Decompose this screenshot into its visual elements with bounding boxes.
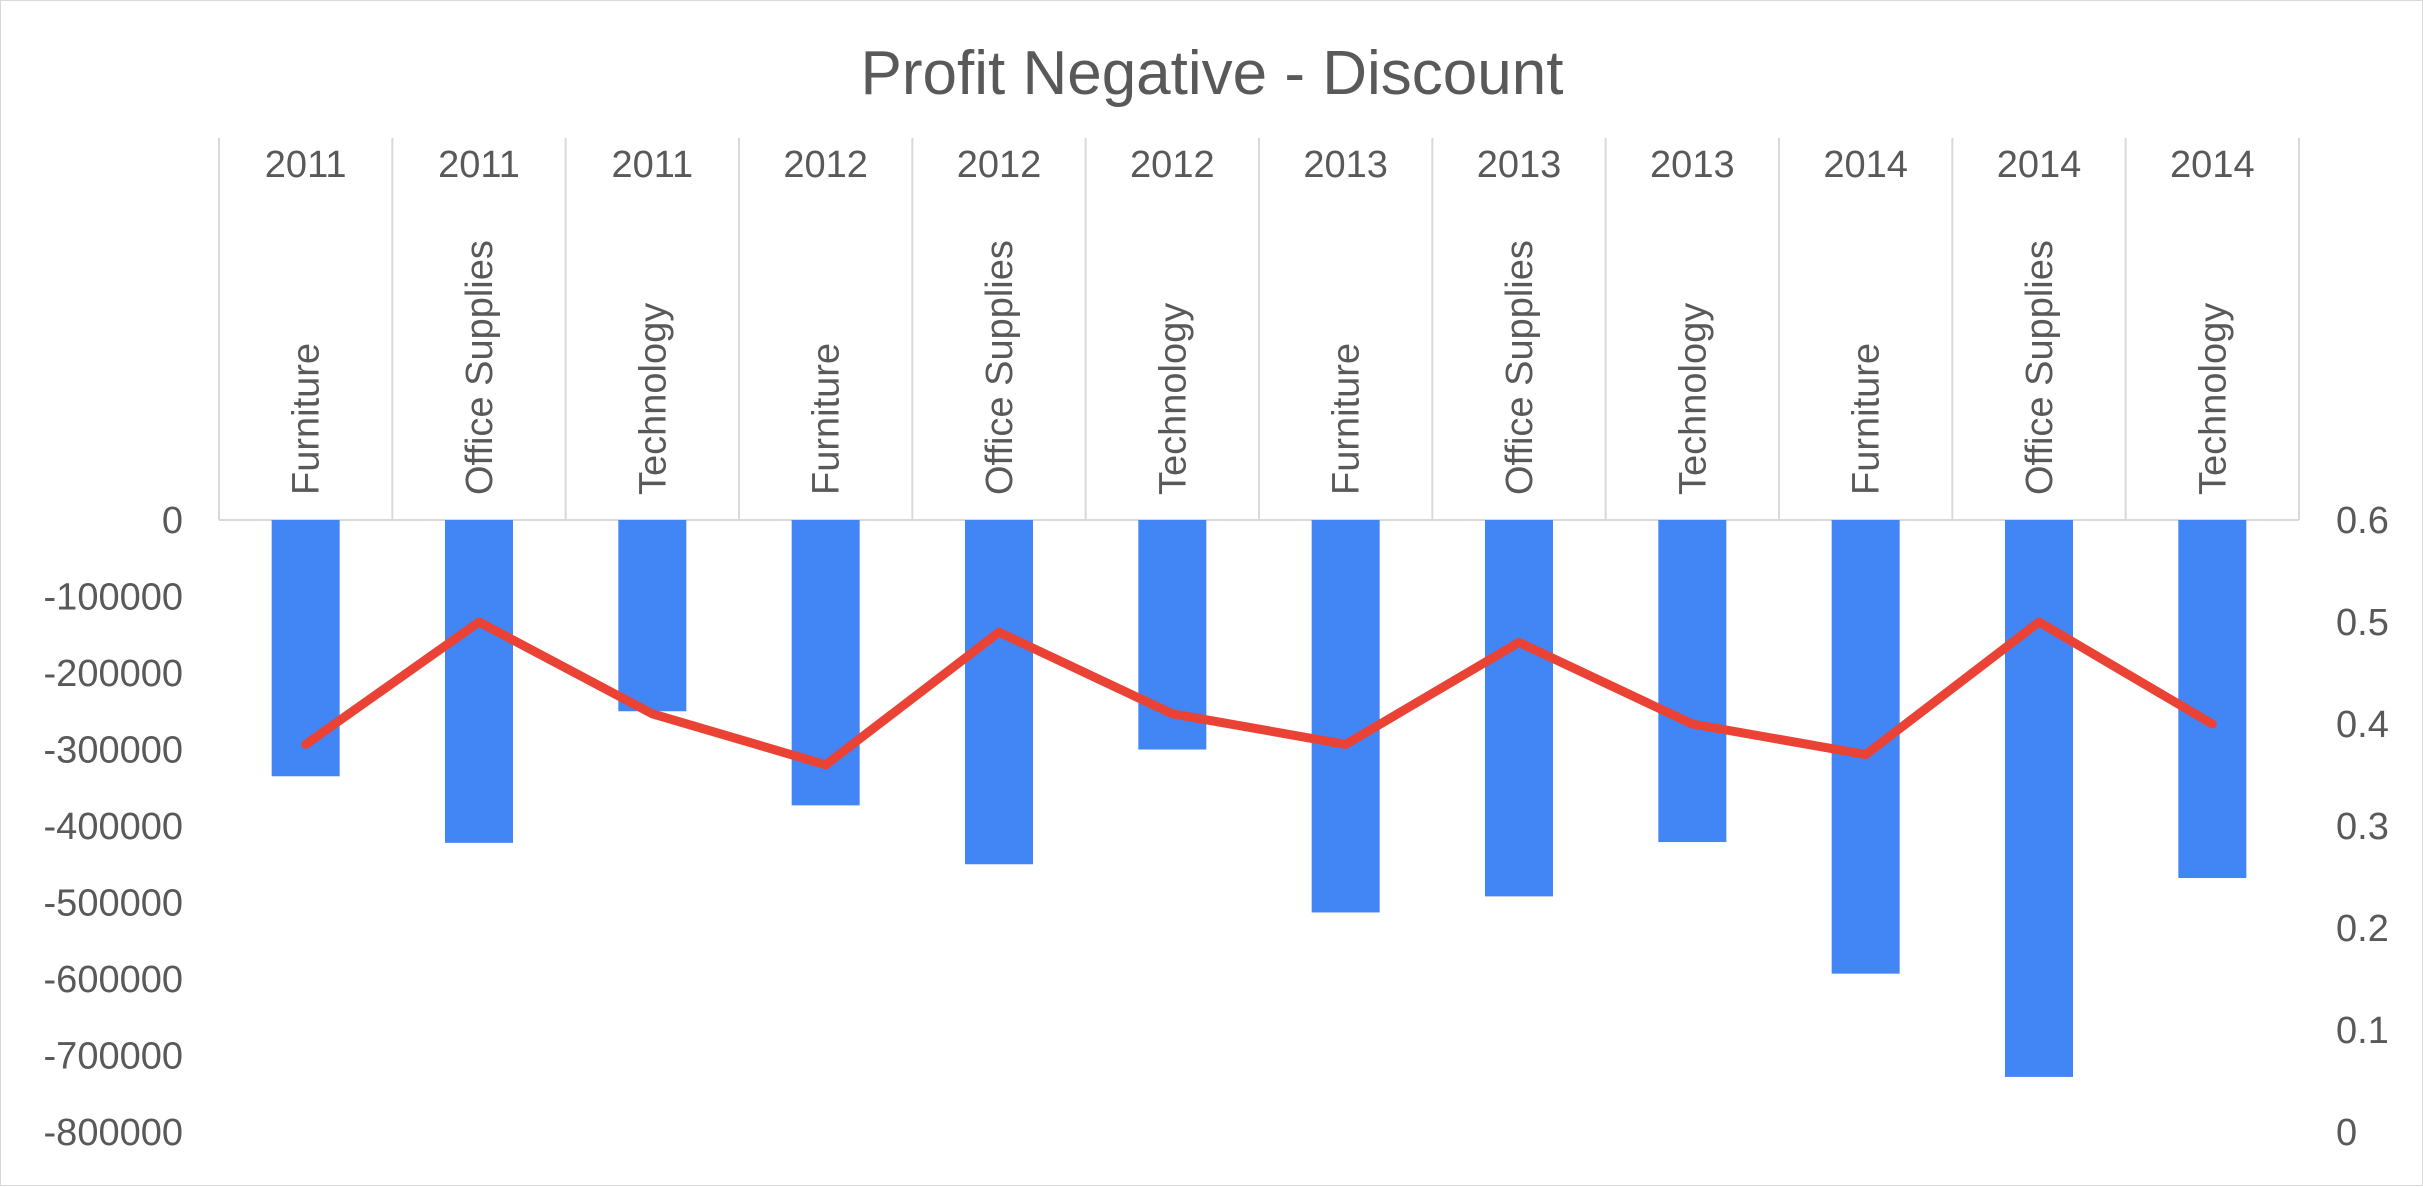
year-label: 2014 <box>2170 144 2255 186</box>
line-series <box>301 617 2217 770</box>
bar <box>445 520 513 843</box>
year-label: 2013 <box>1303 144 1388 186</box>
category-label: Furniture <box>286 343 328 495</box>
year-label: 2013 <box>1650 144 1735 186</box>
bar <box>1658 520 1727 843</box>
category-label: Technology <box>1672 303 1714 495</box>
category-label: Office Supplies <box>979 240 1021 495</box>
right-axis: 0.6 0.5 0.4 0.3 0.2 0.1 0 <box>2336 500 2389 1154</box>
category-label: Furniture <box>1326 343 1368 495</box>
right-axis-tick-label: 0.2 <box>2336 908 2389 950</box>
bar <box>1311 520 1380 913</box>
category-label: Technology <box>632 303 674 495</box>
year-label: 2011 <box>438 144 520 186</box>
right-axis-tick-label: 0.6 <box>2336 500 2389 542</box>
category-label: Furniture <box>1846 343 1888 495</box>
category-axis: 2011 Furniture 2011 Office Supplies 2011 Tech… <box>218 138 2300 521</box>
bar <box>618 520 687 712</box>
right-axis-tick-label: 0 <box>2336 1112 2357 1154</box>
right-axis-tick-label: 0.4 <box>2336 704 2389 746</box>
left-axis-tick-label: -600000 <box>44 959 183 1001</box>
year-label: 2012 <box>1130 144 1215 186</box>
year-label: 2012 <box>957 144 1042 186</box>
bar <box>965 520 1033 865</box>
year-label: 2014 <box>1997 144 2082 186</box>
year-label: 2011 <box>611 144 693 186</box>
chart-title: Profit Negative - Discount <box>861 39 1564 108</box>
category-label: Technology <box>2192 303 2234 495</box>
discount-line <box>301 617 2217 770</box>
bar <box>1485 520 1553 897</box>
year-label: 2014 <box>1823 144 1908 186</box>
left-axis-tick-label: -100000 <box>44 577 183 619</box>
category-label: Technology <box>1152 303 1194 495</box>
right-axis-tick-label: 0.5 <box>2336 602 2389 644</box>
right-axis-tick-label: 0.3 <box>2336 806 2389 848</box>
year-label: 2013 <box>1477 144 1562 186</box>
left-axis: 0 -100000 -200000 -300000 -400000 -500000 -600… <box>44 500 183 1154</box>
bar-series <box>271 520 2247 1077</box>
bar <box>271 520 340 777</box>
bar <box>2178 520 2247 879</box>
left-axis-tick-label: -800000 <box>44 1112 183 1154</box>
category-label: Office Supplies <box>1499 240 1541 495</box>
bar <box>2005 520 2073 1077</box>
left-axis-tick-label: -400000 <box>44 806 183 848</box>
left-axis-tick-label: -300000 <box>44 730 183 772</box>
category-label: Furniture <box>806 343 848 495</box>
category-label: Office Supplies <box>459 240 501 495</box>
left-axis-tick-label: -200000 <box>44 653 183 695</box>
category-label: Office Supplies <box>2019 240 2061 495</box>
year-label: 2012 <box>783 144 868 186</box>
left-axis-tick-label: -700000 <box>44 1036 183 1078</box>
right-axis-tick-label: 0.1 <box>2336 1010 2389 1052</box>
left-axis-tick-label: 0 <box>162 500 183 542</box>
year-label: 2011 <box>265 144 347 186</box>
left-axis-tick-label: -500000 <box>44 883 183 925</box>
